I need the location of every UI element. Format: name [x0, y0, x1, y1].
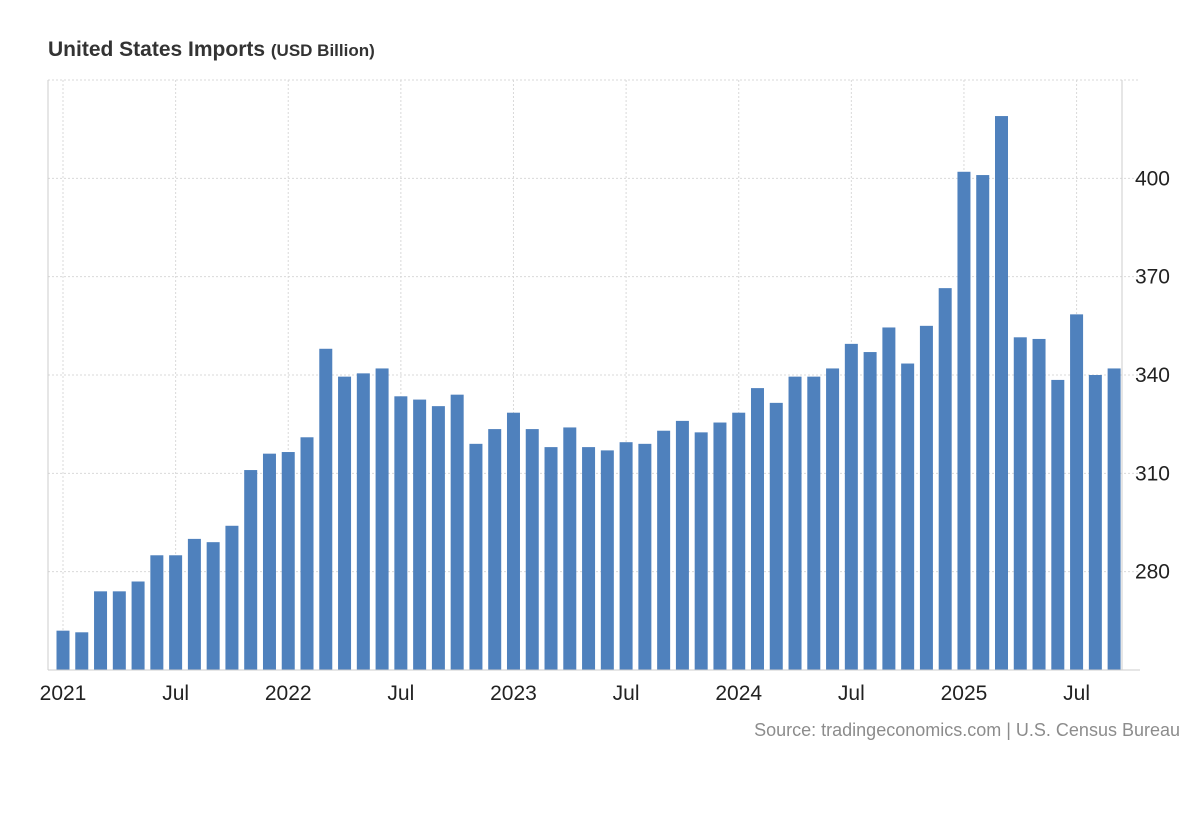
bar: May 2023: 318 [582, 447, 596, 670]
bar: Jun 2021: 285 [150, 555, 164, 670]
bar: Feb 2023: 323.5 [525, 429, 539, 670]
bar: Mar 2023: 318 [544, 447, 558, 670]
bar: Sep 2021: 289 [206, 542, 220, 670]
bar: Jun 2025: 338.5 [1051, 379, 1065, 670]
bar: Mar 2022: 348 [319, 348, 333, 670]
bar: Apr 2025: 351.5 [1013, 337, 1027, 670]
bar: Nov 2021: 311 [244, 470, 258, 670]
bar: Nov 2024: 355 [919, 325, 933, 670]
bar: Jun 2024: 342 [826, 368, 840, 670]
bar: Jan 2021: 262 [56, 630, 70, 670]
chart-title-text: United States Imports [48, 38, 266, 61]
x-tick-label: Jul [387, 682, 414, 705]
bar: Oct 2023: 326 [675, 420, 689, 670]
bar: Oct 2022: 334 [450, 394, 464, 670]
bar: Nov 2022: 319 [469, 443, 483, 670]
x-tick-label: Jul [838, 682, 865, 705]
bar: Jun 2022: 342 [375, 368, 389, 670]
bar: Dec 2021: 316 [262, 453, 276, 670]
bar: Apr 2022: 339.5 [338, 376, 352, 670]
bar: Dec 2022: 323.5 [488, 429, 502, 670]
bar: Sep 2023: 323 [657, 430, 671, 670]
bar: Feb 2024: 336 [750, 388, 764, 670]
y-tick-label: 310 [1135, 462, 1170, 485]
x-tick-label: Jul [1063, 682, 1090, 705]
bar: Aug 2023: 319 [638, 443, 652, 670]
bar: Aug 2025: 340 [1088, 375, 1102, 670]
bar: May 2022: 340.5 [356, 373, 370, 670]
bar: May 2025: 351 [1032, 338, 1046, 670]
bar: Aug 2021: 290 [187, 538, 201, 670]
y-tick-label: 370 [1135, 266, 1170, 289]
bar: Jul 2024: 349.5 [844, 343, 858, 670]
bar: Aug 2024: 347 [863, 352, 877, 670]
bar: Apr 2021: 274 [112, 591, 126, 670]
x-tick-label: 2021 [40, 682, 87, 705]
labels-layer: 280 310 340 370 400 2021 Jul 2022 Jul 2023 Jul 2024… [40, 167, 1170, 705]
x-tick-label: 2022 [265, 682, 312, 705]
bar: Mar 2021: 274 [94, 591, 108, 670]
y-tick-label: 340 [1135, 364, 1170, 387]
bar: Jun 2023: 317 [600, 450, 614, 670]
bar: Oct 2024: 343.5 [901, 363, 915, 670]
bar: Jul 2025: 358.5 [1070, 314, 1084, 670]
bar: Dec 2023: 325.5 [713, 422, 727, 670]
bar: Dec 2024: 366.5 [938, 288, 952, 670]
bar: Jan 2022: 316.5 [281, 452, 295, 670]
x-tick-label: 2025 [941, 682, 988, 705]
bar: Mar 2025: 419 [995, 116, 1008, 671]
y-tick-label: 280 [1135, 561, 1170, 584]
bar: Nov 2023: 322.5 [694, 432, 708, 670]
x-tick-label: Jul [162, 682, 189, 705]
bar: Feb 2025: 401 [976, 175, 990, 671]
axis-layer [47, 80, 1140, 671]
bar: Jan 2025: 402 [957, 171, 971, 670]
bar: Apr 2023: 324 [563, 427, 577, 670]
source-note: Source: tradingeconomics.com | U.S. Cens… [754, 720, 1180, 740]
bar: Jan 2024: 328.5 [732, 412, 746, 670]
bar: May 2024: 339.5 [807, 376, 821, 670]
bar: Apr 2024: 339.5 [788, 376, 802, 670]
x-tick-label: 2023 [490, 682, 537, 705]
bar: Mar 2024: 331.5 [769, 402, 783, 670]
bar: Jul 2021: 285 [169, 555, 183, 670]
bar: Sep 2025: 342 [1107, 368, 1121, 670]
bar: Feb 2022: 321 [300, 437, 314, 670]
bar: Oct 2021: 294 [225, 525, 239, 670]
bars-layer: Jan 2021: 262 Feb 2021: 261.5 Mar 2021: 27… [56, 116, 1121, 671]
y-tick-label: 400 [1135, 167, 1170, 190]
bar: May 2021: 277 [131, 581, 145, 670]
bar: Sep 2022: 330.5 [431, 406, 445, 670]
bar: Jul 2022: 333.5 [394, 396, 408, 670]
bar: Feb 2021: 261.5 [75, 632, 89, 670]
x-tick-label: 2024 [715, 682, 762, 705]
x-tick-label: Jul [613, 682, 640, 705]
bar: Jan 2023: 328.5 [506, 412, 520, 670]
chart-title: United States Imports (USD Billion) [48, 38, 375, 62]
chart-unit: (USD Billion) [270, 41, 375, 60]
bar: Sep 2024: 354.5 [882, 327, 896, 670]
bar: Aug 2022: 332.5 [413, 399, 427, 670]
bar: Jul 2023: 319.5 [619, 442, 633, 670]
